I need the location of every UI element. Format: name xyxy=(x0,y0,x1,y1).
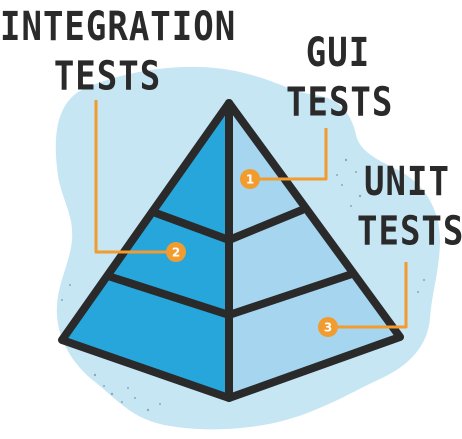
callout-line-unit xyxy=(328,262,408,329)
marker-1: 1 xyxy=(240,169,260,189)
gui-tests-label-line-2: TESTS xyxy=(286,78,394,126)
marker-3: 3 xyxy=(318,317,338,337)
marker-3-number: 3 xyxy=(324,321,332,335)
callout-line-gui xyxy=(250,128,328,181)
unit-tests-label-line-1: UNIT xyxy=(364,158,450,206)
marker-2: 2 xyxy=(166,242,186,262)
gui-tests-label: GUI TESTS xyxy=(286,28,394,127)
integration-tests-label-line-1: INTEGRATION xyxy=(0,3,237,51)
marker-1-number: 1 xyxy=(246,173,254,187)
marker-2-number: 2 xyxy=(172,246,180,260)
speckle-dots xyxy=(61,158,425,412)
gui-tests-label-line-1: GUI xyxy=(305,29,371,77)
integration-tests-label: INTEGRATION TESTS xyxy=(0,2,237,101)
pyramid-right-face xyxy=(229,103,400,398)
unit-tests-label-line-2: TESTS xyxy=(357,207,462,255)
callout-line-integration xyxy=(94,100,176,254)
integration-tests-label-line-2: TESTS xyxy=(53,52,162,100)
unit-tests-label: UNIT TESTS xyxy=(357,157,462,256)
